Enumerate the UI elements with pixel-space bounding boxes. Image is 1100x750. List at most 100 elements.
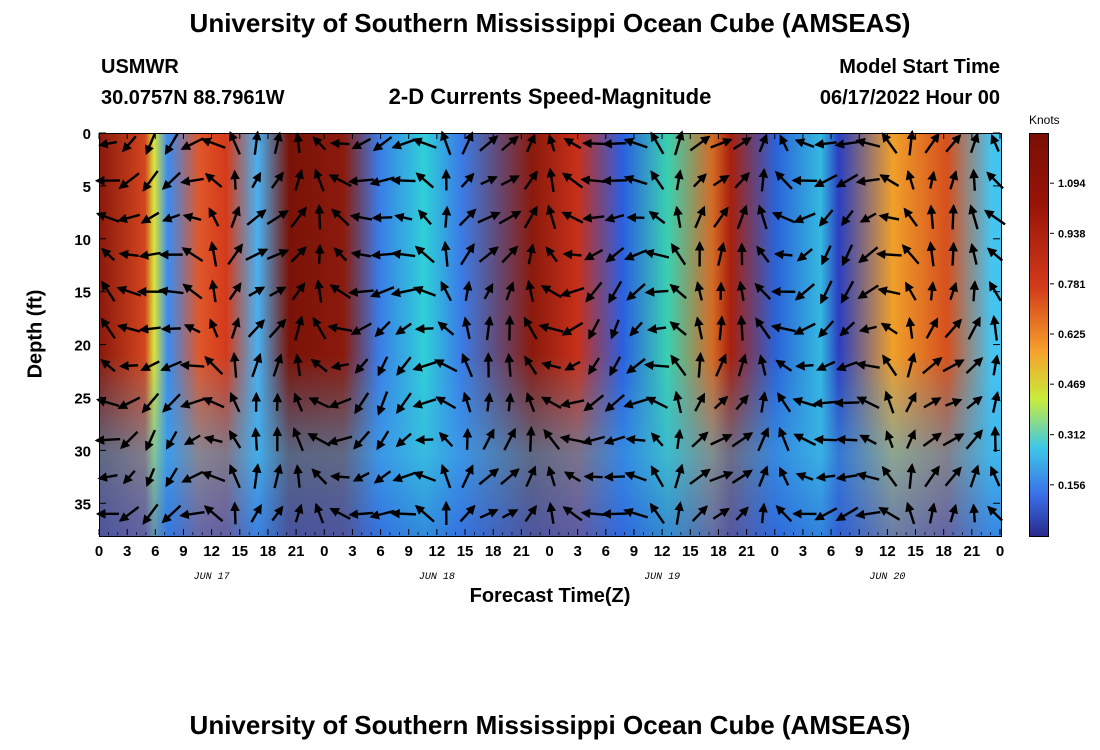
current-vector-arrow xyxy=(689,135,711,152)
current-vector-arrow xyxy=(524,355,538,375)
current-vector-arrow xyxy=(140,360,160,372)
current-vector-arrow xyxy=(116,285,142,297)
current-vector-arrow xyxy=(162,393,181,413)
current-vector-arrow xyxy=(327,435,353,446)
current-vector-arrow xyxy=(119,360,139,371)
current-vector-arrow xyxy=(349,212,373,222)
current-vector-arrow xyxy=(523,316,538,340)
current-vector-arrow xyxy=(710,137,733,149)
current-vector-arrow xyxy=(793,433,817,447)
current-vector-arrow xyxy=(98,138,117,149)
x-tick-label: 0 xyxy=(545,543,553,560)
current-vector-arrow xyxy=(583,248,604,261)
current-vector-arrow xyxy=(905,391,917,413)
current-vector-arrow xyxy=(623,507,649,519)
current-vector-arrow xyxy=(541,360,562,371)
current-vector-arrow xyxy=(525,279,535,302)
current-vector-arrow xyxy=(778,466,790,486)
current-vector-arrow xyxy=(559,434,585,444)
current-vector-arrow xyxy=(200,137,226,149)
current-vector-arrow xyxy=(858,246,879,264)
current-vector-arrow xyxy=(562,249,582,260)
current-vector-arrow xyxy=(269,286,287,297)
current-vector-arrow xyxy=(229,351,240,378)
current-vector-arrow xyxy=(757,204,768,230)
current-vector-arrow xyxy=(140,211,160,224)
current-vector-arrow xyxy=(694,205,706,229)
current-vector-arrow xyxy=(793,322,816,335)
current-vector-arrow xyxy=(944,318,963,339)
current-vector-arrow xyxy=(138,324,161,334)
current-vector-arrow xyxy=(758,133,768,153)
x-tick-label: 18 xyxy=(710,543,727,560)
y-tick-label: 10 xyxy=(74,232,91,249)
current-vector-arrow xyxy=(969,464,980,488)
current-vector-arrow xyxy=(395,322,412,335)
current-vector-arrow xyxy=(505,281,515,301)
current-vector-arrow xyxy=(141,392,160,414)
current-vector-arrow xyxy=(820,280,833,305)
current-vector-arrow xyxy=(814,507,838,521)
current-vector-arrow xyxy=(271,505,284,522)
current-vector-arrow xyxy=(773,249,793,260)
current-vector-arrow xyxy=(293,132,304,154)
current-vector-arrow xyxy=(821,245,832,266)
current-vector-arrow xyxy=(857,284,879,299)
current-vector-arrow xyxy=(461,131,474,155)
current-vector-arrow xyxy=(650,131,665,155)
current-vector-arrow xyxy=(396,356,412,376)
current-vector-arrow xyxy=(145,429,157,452)
current-vector-arrow xyxy=(581,435,606,446)
current-vector-arrow xyxy=(983,209,1006,226)
current-vector-arrow xyxy=(601,509,628,519)
current-vector-arrow xyxy=(478,246,499,263)
current-vector-arrow xyxy=(246,209,267,226)
current-vector-arrow xyxy=(856,396,880,410)
current-vector-arrow xyxy=(251,427,261,451)
current-vector-arrow xyxy=(712,507,730,520)
current-vector-arrow xyxy=(965,429,984,450)
current-vector-arrow xyxy=(875,249,902,260)
current-vector-arrow xyxy=(905,169,915,190)
current-vector-arrow xyxy=(483,392,494,412)
current-vector-arrow xyxy=(818,320,835,338)
current-vector-arrow xyxy=(161,213,181,223)
current-vector-arrow xyxy=(540,396,562,409)
current-vector-arrow xyxy=(648,210,666,225)
x-tick-label: 9 xyxy=(855,543,863,560)
current-vector-arrow xyxy=(479,508,499,519)
current-vector-arrow xyxy=(462,427,473,450)
current-vector-arrow xyxy=(369,509,395,520)
current-vector-arrow xyxy=(948,281,958,301)
current-vector-arrow xyxy=(329,138,350,149)
current-vector-arrow xyxy=(669,321,687,336)
current-vector-arrow xyxy=(314,243,325,264)
current-vector-arrow xyxy=(161,504,182,524)
current-vector-arrow xyxy=(923,397,942,409)
current-vector-arrow xyxy=(121,135,137,153)
current-vector-arrow xyxy=(674,501,684,525)
current-vector-arrow xyxy=(673,130,685,156)
current-vector-arrow xyxy=(771,211,796,224)
current-vector-arrow xyxy=(292,426,304,452)
current-vector-arrow xyxy=(602,138,627,149)
current-vector-arrow xyxy=(251,352,263,378)
current-vector-arrow xyxy=(713,395,729,410)
x-tick-label: 21 xyxy=(738,543,755,560)
current-vector-arrow xyxy=(268,318,287,339)
current-vector-arrow xyxy=(525,391,536,413)
current-vector-arrow xyxy=(792,397,817,408)
current-vector-arrow xyxy=(538,323,564,333)
current-vector-arrow xyxy=(312,316,327,340)
current-vector-arrow xyxy=(906,129,917,156)
current-vector-arrow xyxy=(415,172,435,189)
current-vector-arrow xyxy=(482,428,495,451)
y-tick-label: 35 xyxy=(74,496,91,513)
current-vector-arrow xyxy=(273,131,283,155)
current-vector-arrow xyxy=(948,503,958,523)
chart-title: University of Southern Mississippi Ocean… xyxy=(189,8,911,38)
current-vector-arrow xyxy=(604,213,625,223)
current-vector-arrow xyxy=(605,247,625,263)
station-coordinates: 30.0757N 88.7961W xyxy=(101,87,285,109)
current-vector-arrow xyxy=(580,508,606,519)
